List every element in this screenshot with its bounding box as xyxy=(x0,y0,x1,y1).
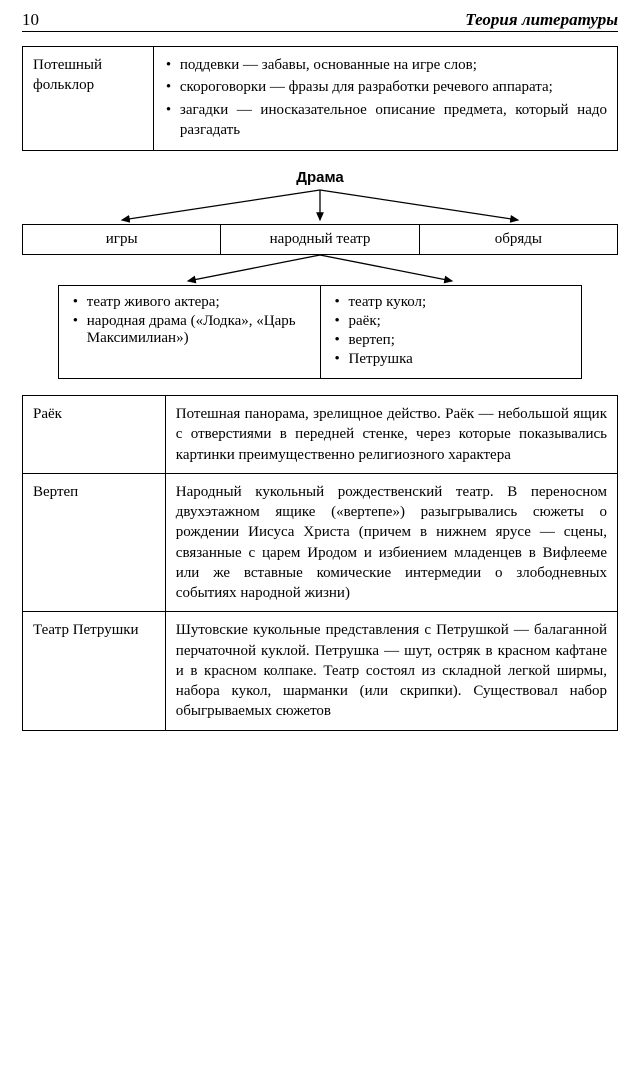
drama-title: Драма xyxy=(22,169,618,186)
table-row: Театр Петрушки Шутовские кукольные предс… xyxy=(23,612,618,730)
branch-cell: обряды xyxy=(419,225,617,255)
folklore-list: поддевки — забавы, основанные на игре сл… xyxy=(164,55,607,140)
folklore-def-cell: поддевки — забавы, основанные на игре сл… xyxy=(153,47,617,151)
drama-branches-row: игры народный театр обряды xyxy=(22,224,618,255)
folklore-term: Потешный фольклор xyxy=(33,57,102,93)
branch-cell: игры xyxy=(23,225,221,255)
def-term-cell: Раёк xyxy=(23,396,166,474)
drama-diagram: Драма игры народный театр обряды xyxy=(22,169,618,379)
list-item: вертеп; xyxy=(349,332,570,349)
branch-cell: народный театр xyxy=(221,225,419,255)
page: 10 Теория литературы Потешный фольклор п… xyxy=(0,0,640,751)
section-title: Теория литературы xyxy=(465,10,618,30)
theater-subtable: театр живого актера; народная драма («Ло… xyxy=(58,285,582,379)
table-row: Вертеп Народный кукольный рождественский… xyxy=(23,473,618,612)
list-item: раёк; xyxy=(349,313,570,330)
list-item: поддевки — забавы, основанные на игре сл… xyxy=(180,55,607,75)
list-item: народная драма («Лодка», «Царь Максимили… xyxy=(87,313,308,347)
def-text-cell: Потешная панорама, зрелищное действо. Ра… xyxy=(165,396,617,474)
page-number: 10 xyxy=(22,10,39,30)
folklore-table: Потешный фольклор поддевки — забавы, осн… xyxy=(22,46,618,151)
list-item: загадки — иносказательное описание предм… xyxy=(180,100,607,141)
list-item: Петрушка xyxy=(349,351,570,368)
list-item: театр живого актера; xyxy=(87,294,308,311)
def-text-cell: Шутовские кукольные представления с Петр… xyxy=(165,612,617,730)
drama-top-arrows xyxy=(22,188,618,224)
drama-mid-arrows xyxy=(58,255,582,285)
table-row: Раёк Потешная панорама, зрелищное действ… xyxy=(23,396,618,474)
theater-right-cell: театр кукол; раёк; вертеп; Петрушка xyxy=(320,286,582,379)
list-item: скороговорки — фразы для разработки рече… xyxy=(180,77,607,97)
def-term-cell: Вертеп xyxy=(23,473,166,612)
theater-left-cell: театр живого актера; народная драма («Ло… xyxy=(58,286,320,379)
theater-right-list: театр кукол; раёк; вертеп; Петрушка xyxy=(333,294,570,368)
definitions-table: Раёк Потешная панорама, зрелищное действ… xyxy=(22,395,618,731)
theater-left-list: театр живого актера; народная драма («Ло… xyxy=(71,294,308,347)
folklore-term-cell: Потешный фольклор xyxy=(23,47,154,151)
list-item-text: народная драма («Лодка», «Царь Максимили… xyxy=(87,313,296,346)
def-text-cell: Народный кукольный рождественский театр.… xyxy=(165,473,617,612)
page-header: 10 Теория литературы xyxy=(22,10,618,32)
def-term-cell: Театр Петрушки xyxy=(23,612,166,730)
list-item: театр кукол; xyxy=(349,294,570,311)
